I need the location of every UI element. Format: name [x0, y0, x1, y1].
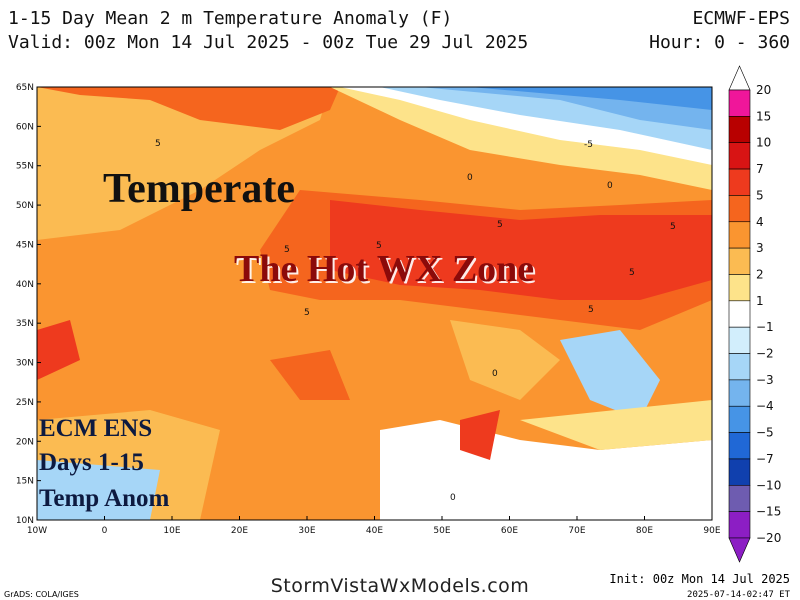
lat-label: 25N	[16, 398, 34, 408]
lon-label: 40E	[366, 526, 383, 536]
colorbar-swatch	[728, 142, 751, 170]
lat-label: 60N	[16, 122, 34, 132]
contour-label: 5	[497, 220, 503, 230]
colorbar-label: −20	[756, 531, 781, 545]
lat-label: 45N	[16, 240, 34, 250]
lat-label: 20N	[16, 437, 34, 447]
colorbar-label: 15	[756, 109, 771, 123]
model-name: ECMWF-EPS	[692, 8, 790, 29]
colorbar: 20 15 10 7 5 4 3 2 1 −1 −2 −3 −4 −5 −7 −10 −15 −20	[728, 65, 781, 563]
note-line: Temp Anom	[39, 485, 170, 512]
lon-label: 60E	[501, 526, 518, 536]
lon-label: 0	[102, 526, 108, 536]
colorbar-swatch	[728, 247, 751, 275]
colorbar-label: 20	[756, 83, 771, 97]
contour-label: 5	[376, 241, 382, 251]
contour-label: -5	[584, 140, 593, 150]
note-line: Days 1-15	[39, 449, 144, 476]
map-field	[37, 87, 712, 520]
colorbar-swatch	[728, 432, 751, 460]
colorbar-label: −2	[756, 347, 774, 361]
contour-label: 5	[284, 245, 290, 255]
colorbar-label: 3	[756, 241, 764, 255]
colorbar-swatch	[728, 274, 751, 302]
title: 1-15 Day Mean 2 m Temperature Anomaly (F…	[8, 8, 452, 29]
colorbar-swatch	[728, 300, 751, 328]
colorbar-label: −5	[756, 426, 774, 440]
contour-label: 5	[588, 305, 594, 315]
colorbar-label: −7	[756, 452, 774, 466]
lon-label: 10E	[163, 526, 180, 536]
colorbar-label: 7	[756, 162, 764, 176]
contour-label: 5	[629, 268, 635, 278]
lon-label: 80E	[636, 526, 653, 536]
colorbar-label: 4	[756, 215, 764, 229]
colorbar-label: 5	[756, 188, 764, 202]
colorbar-swatch	[728, 379, 751, 407]
contour-label: 0	[607, 181, 613, 191]
lon-label: 30E	[298, 526, 315, 536]
colorbar-label: −10	[756, 478, 781, 492]
colorbar-swatch	[728, 511, 751, 539]
contour-label: 0	[450, 493, 456, 503]
colorbar-swatch	[728, 221, 751, 249]
colorbar-swatch	[728, 484, 751, 512]
lon-label: 20E	[231, 526, 248, 536]
site-name: StormVistaWxModels.com	[271, 575, 530, 597]
colorbar-arrow	[728, 65, 751, 91]
colorbar-label: −3	[756, 373, 774, 387]
contour-label: 0	[492, 369, 498, 379]
colorbar-label: 1	[756, 294, 764, 308]
colorbar-label: 10	[756, 136, 771, 150]
contour-label: 5	[670, 222, 676, 232]
lat-label: 10N	[16, 516, 34, 526]
colorbar-swatch	[728, 405, 751, 433]
init-time: Init: 00z Mon 14 Jul 2025	[609, 572, 790, 586]
lat-label: 30N	[16, 359, 34, 369]
contour-label: 5	[304, 308, 310, 318]
colorbar-swatch	[728, 195, 751, 223]
lon-label: 10W	[27, 526, 47, 536]
region-label-shadow: The Hot WX Zone	[236, 250, 536, 292]
colorbar-swatch	[728, 458, 751, 486]
lon-label: 90E	[703, 526, 720, 536]
region-label: Temperate	[103, 166, 295, 212]
lon-label: 50E	[433, 526, 450, 536]
colorbar-swatch	[728, 353, 751, 381]
valid-time: Valid: 00z Mon 14 Jul 2025 - 00z Tue 29 …	[8, 32, 528, 53]
lon-label: 70E	[568, 526, 585, 536]
lat-label: 35N	[16, 319, 34, 329]
colorbar-label: −4	[756, 399, 774, 413]
hour-range: Hour: 0 - 360	[649, 32, 790, 53]
contour-label: 0	[467, 173, 473, 183]
colorbar-label: −1	[756, 320, 774, 334]
colorbar-swatch	[728, 326, 751, 354]
colorbar-swatch	[728, 168, 751, 196]
lat-label: 65N	[16, 83, 34, 93]
lat-label: 15N	[16, 477, 34, 487]
contour-label: 5	[155, 139, 161, 149]
contour-labels: 5 5 5 5 5 5 5 5 -5 0 0 0 0	[155, 139, 676, 503]
lat-label: 50N	[16, 201, 34, 211]
note-line: ECM ENS	[39, 415, 152, 442]
lat-label: 55N	[16, 162, 34, 172]
colorbar-arrow	[728, 537, 751, 563]
colorbar-swatch	[728, 116, 751, 144]
timestamp: 2025-07-14-02:47 ET	[687, 590, 791, 600]
colorbar-label: −15	[756, 505, 781, 519]
region-label: The Hot WX Zone	[234, 248, 534, 290]
credit: GrADS: COLA/IGES	[4, 590, 79, 599]
colorbar-swatch	[728, 89, 751, 117]
colorbar-label: 2	[756, 267, 764, 281]
lat-label: 40N	[16, 280, 34, 290]
